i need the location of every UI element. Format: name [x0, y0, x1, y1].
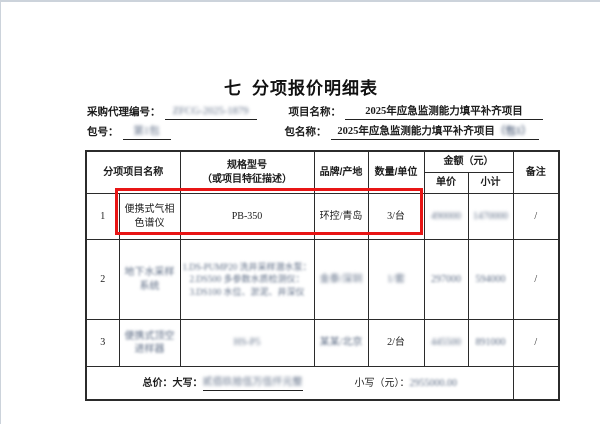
row2-spec-line3: 3.DS100 水位、淤泥、井深仪: [189, 286, 305, 297]
row2-spec: 1.DS-PUMP20 洗井采样潜水泵： 2.DS500 多参数水质检测仪： 3.D…: [179, 239, 315, 320]
agency-number-value: ZFCG-2025-1879: [164, 104, 257, 120]
row3-brand: 某某/北京: [313, 319, 369, 367]
row1-subtotal-redacted: 1470000: [473, 210, 508, 222]
page-title: 七分项报价明细表: [1, 74, 600, 99]
header-item-name: 分项项目名称: [85, 150, 181, 194]
row2-item-name: 地下水采样系统: [118, 239, 181, 320]
table-row-3: 3 便携式顶空进样器 HS-P5 某某/北京 2/台 445500 891000…: [85, 319, 560, 367]
row3-spec: HS-P5: [179, 319, 315, 367]
row1-unit-price: 490000: [423, 193, 469, 240]
row1-spec: PB-350: [179, 193, 315, 240]
package-name-value: 2025年应急监测能力填平补齐项目（包1）: [330, 124, 539, 140]
row1-subtotal: 1470000: [467, 193, 514, 240]
row2-item-name-redacted: 地下水采样系统: [124, 267, 175, 292]
agency-number-label: 采购代理编号：: [87, 106, 161, 118]
row3-unit-price-redacted: 445500: [431, 337, 461, 349]
header-subtotal: 小计: [467, 172, 514, 194]
meta-line-2: 包号： 第1包 包名称： 2025年应急监测能力填平补齐项目（包1）: [87, 124, 567, 140]
header-amount: 金额（元）: [423, 150, 514, 173]
package-name-text: 2025年应急监测能力填平补齐项目: [337, 126, 495, 137]
row2-qty: 1/套: [367, 239, 425, 320]
row2-unit-price-redacted: 297000: [431, 273, 461, 285]
table-row-2: 2 地下水采样系统 1.DS-PUMP20 洗井采样潜水泵： 2.DS500 多参…: [85, 239, 560, 320]
row2-subtotal: 594000: [467, 239, 514, 320]
meta-line-1: 采购代理编号： ZFCG-2025-1879 项目名称： 2025年应急监测能力填平补…: [87, 104, 567, 120]
row3-brand-redacted: 某某/北京: [319, 337, 363, 349]
quotation-table: 分项项目名称 规格型号 （或项目特征描述） 品牌/产地 数量/单位 金额（元） 备…: [85, 150, 560, 401]
row2-brand-redacted: 金泰/深圳: [319, 273, 363, 285]
row3-subtotal-redacted: 891000: [475, 337, 506, 349]
row3-unit-price: 445500: [423, 319, 469, 367]
row2-index: 2: [85, 239, 120, 320]
row2-qty-redacted: 1/套: [387, 273, 405, 285]
row2-unit-price: 297000: [423, 239, 469, 320]
row2-note: /: [512, 239, 560, 320]
row1-qty: 3/台: [367, 193, 425, 240]
row2-spec-line1: 1.DS-PUMP20 洗井采样潜水泵：: [182, 262, 312, 273]
package-name-label: 包名称：: [284, 126, 327, 138]
project-name-label: 项目名称：: [288, 106, 342, 118]
row3-index: 3: [85, 319, 120, 367]
header-spec: 规格型号 （或项目特征描述）: [179, 150, 315, 194]
package-number-label: 包号：: [87, 126, 119, 138]
row3-note: /: [512, 319, 560, 367]
row3-item-name: 便携式顶空进样器: [118, 319, 181, 367]
row1-index: 1: [85, 193, 120, 240]
row1-note: /: [512, 193, 560, 240]
row1-brand: 环控/青岛: [313, 193, 369, 240]
total-small-label: 小写（元）：: [354, 378, 410, 389]
project-name-value: 2025年应急监测能力填平补齐项目: [345, 104, 543, 120]
total-label: 总价：大写：: [142, 378, 203, 389]
total-amount-num-redacted: 2955000.00: [409, 378, 458, 389]
total-cell: 总价：大写：贰佰玖拾伍万伍仟元整 小写（元）：2955000.00: [85, 366, 514, 401]
total-amount-cn-redacted: 贰佰玖拾伍万伍仟元整: [202, 376, 303, 388]
title-text: 分项报价明细表: [252, 79, 378, 98]
package-name-suffix-redacted: （包1）: [494, 126, 532, 137]
package-number-value: 第1包: [122, 124, 171, 140]
header-note: 备注: [512, 150, 560, 194]
package-number-redacted: 第1包: [133, 126, 160, 137]
header-brand: 品牌/产地: [313, 150, 369, 194]
total-amount-cn: 贰佰玖拾伍万伍仟元整: [202, 376, 303, 391]
row3-subtotal: 891000: [467, 319, 514, 367]
header-qty: 数量/单位: [367, 150, 425, 194]
row2-spec-line2: 2.DS500 多参数水质检测仪：: [189, 274, 305, 285]
row3-spec-redacted: HS-P5: [233, 337, 261, 349]
row3-item-name-redacted: 便携式顶空进样器: [124, 330, 175, 356]
total-note-cell: [512, 366, 560, 401]
title-number: 七: [224, 79, 242, 98]
row3-qty: 2/台: [367, 319, 425, 367]
row1-item-name: 便携式气相色谱仪: [118, 193, 181, 240]
row1-unit-price-redacted: 490000: [431, 210, 461, 222]
header-unit-price: 单价: [423, 172, 469, 194]
row2-subtotal-redacted: 594000: [475, 273, 506, 285]
table-row-1: 1 便携式气相色谱仪 PB-350 环控/青岛 3/台 490000 14700…: [85, 193, 560, 240]
row2-brand: 金泰/深圳: [313, 239, 369, 320]
table-total-row: 总价：大写：贰佰玖拾伍万伍仟元整 小写（元）：2955000.00: [85, 366, 560, 401]
agency-number-redacted: ZFCG-2025-1879: [172, 106, 249, 117]
